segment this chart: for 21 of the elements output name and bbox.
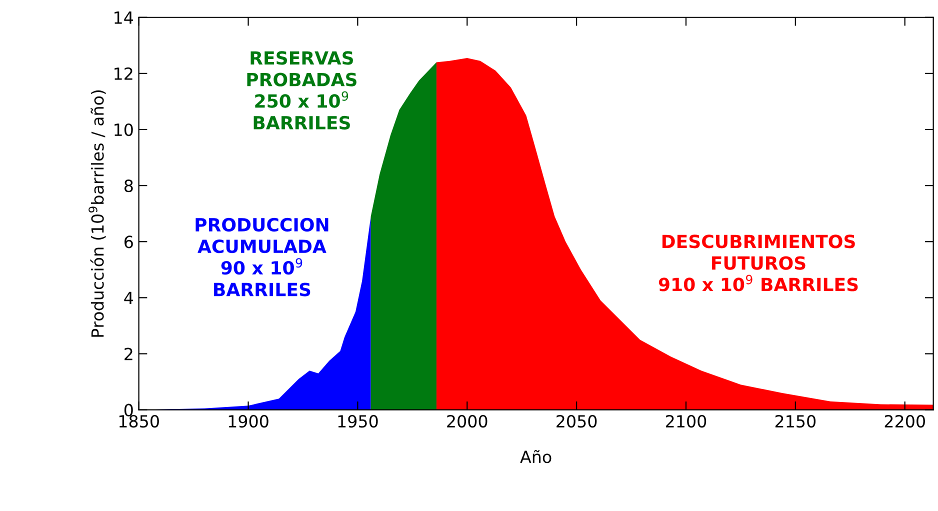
x-tick-label: 1900 [228, 414, 268, 428]
x-tick-label: 2100 [666, 414, 706, 428]
annotation: PRODUCCION ACUMULADA 90 x 10$^{9}$ BARRILES [196, 218, 328, 296]
annotation: RESERVAS PROBADAS 250 x 10$^{9}$ BARRILES [247, 51, 356, 130]
y-tick-label: 0 [124, 404, 133, 416]
y-tick-label: 12 [114, 67, 132, 80]
x-axis-title: Año [520, 450, 552, 464]
x-tick-label: 1950 [338, 414, 378, 428]
x-tick-label: 2200 [884, 414, 925, 428]
x-tick-label: 2150 [775, 414, 816, 428]
y-tick-label: 2 [124, 348, 132, 360]
y-tick-label: 10 [114, 123, 133, 136]
y-tick-label: 4 [124, 292, 134, 304]
x-tick-label: 2000 [447, 414, 488, 428]
x-tick-label: 1850 [119, 414, 159, 428]
y-axis-title: Producción (10$^{9}$barriles / año) [88, 90, 106, 337]
y-tick-label: 14 [114, 12, 134, 24]
x-tick-label: 2050 [556, 414, 597, 428]
annotation: DESCUBRIMIENTOS FUTUROS 910 x 10$^{9}$ BARRILES [658, 234, 858, 292]
y-tick-label: 6 [124, 236, 133, 248]
y-tick-label: 8 [124, 180, 133, 192]
